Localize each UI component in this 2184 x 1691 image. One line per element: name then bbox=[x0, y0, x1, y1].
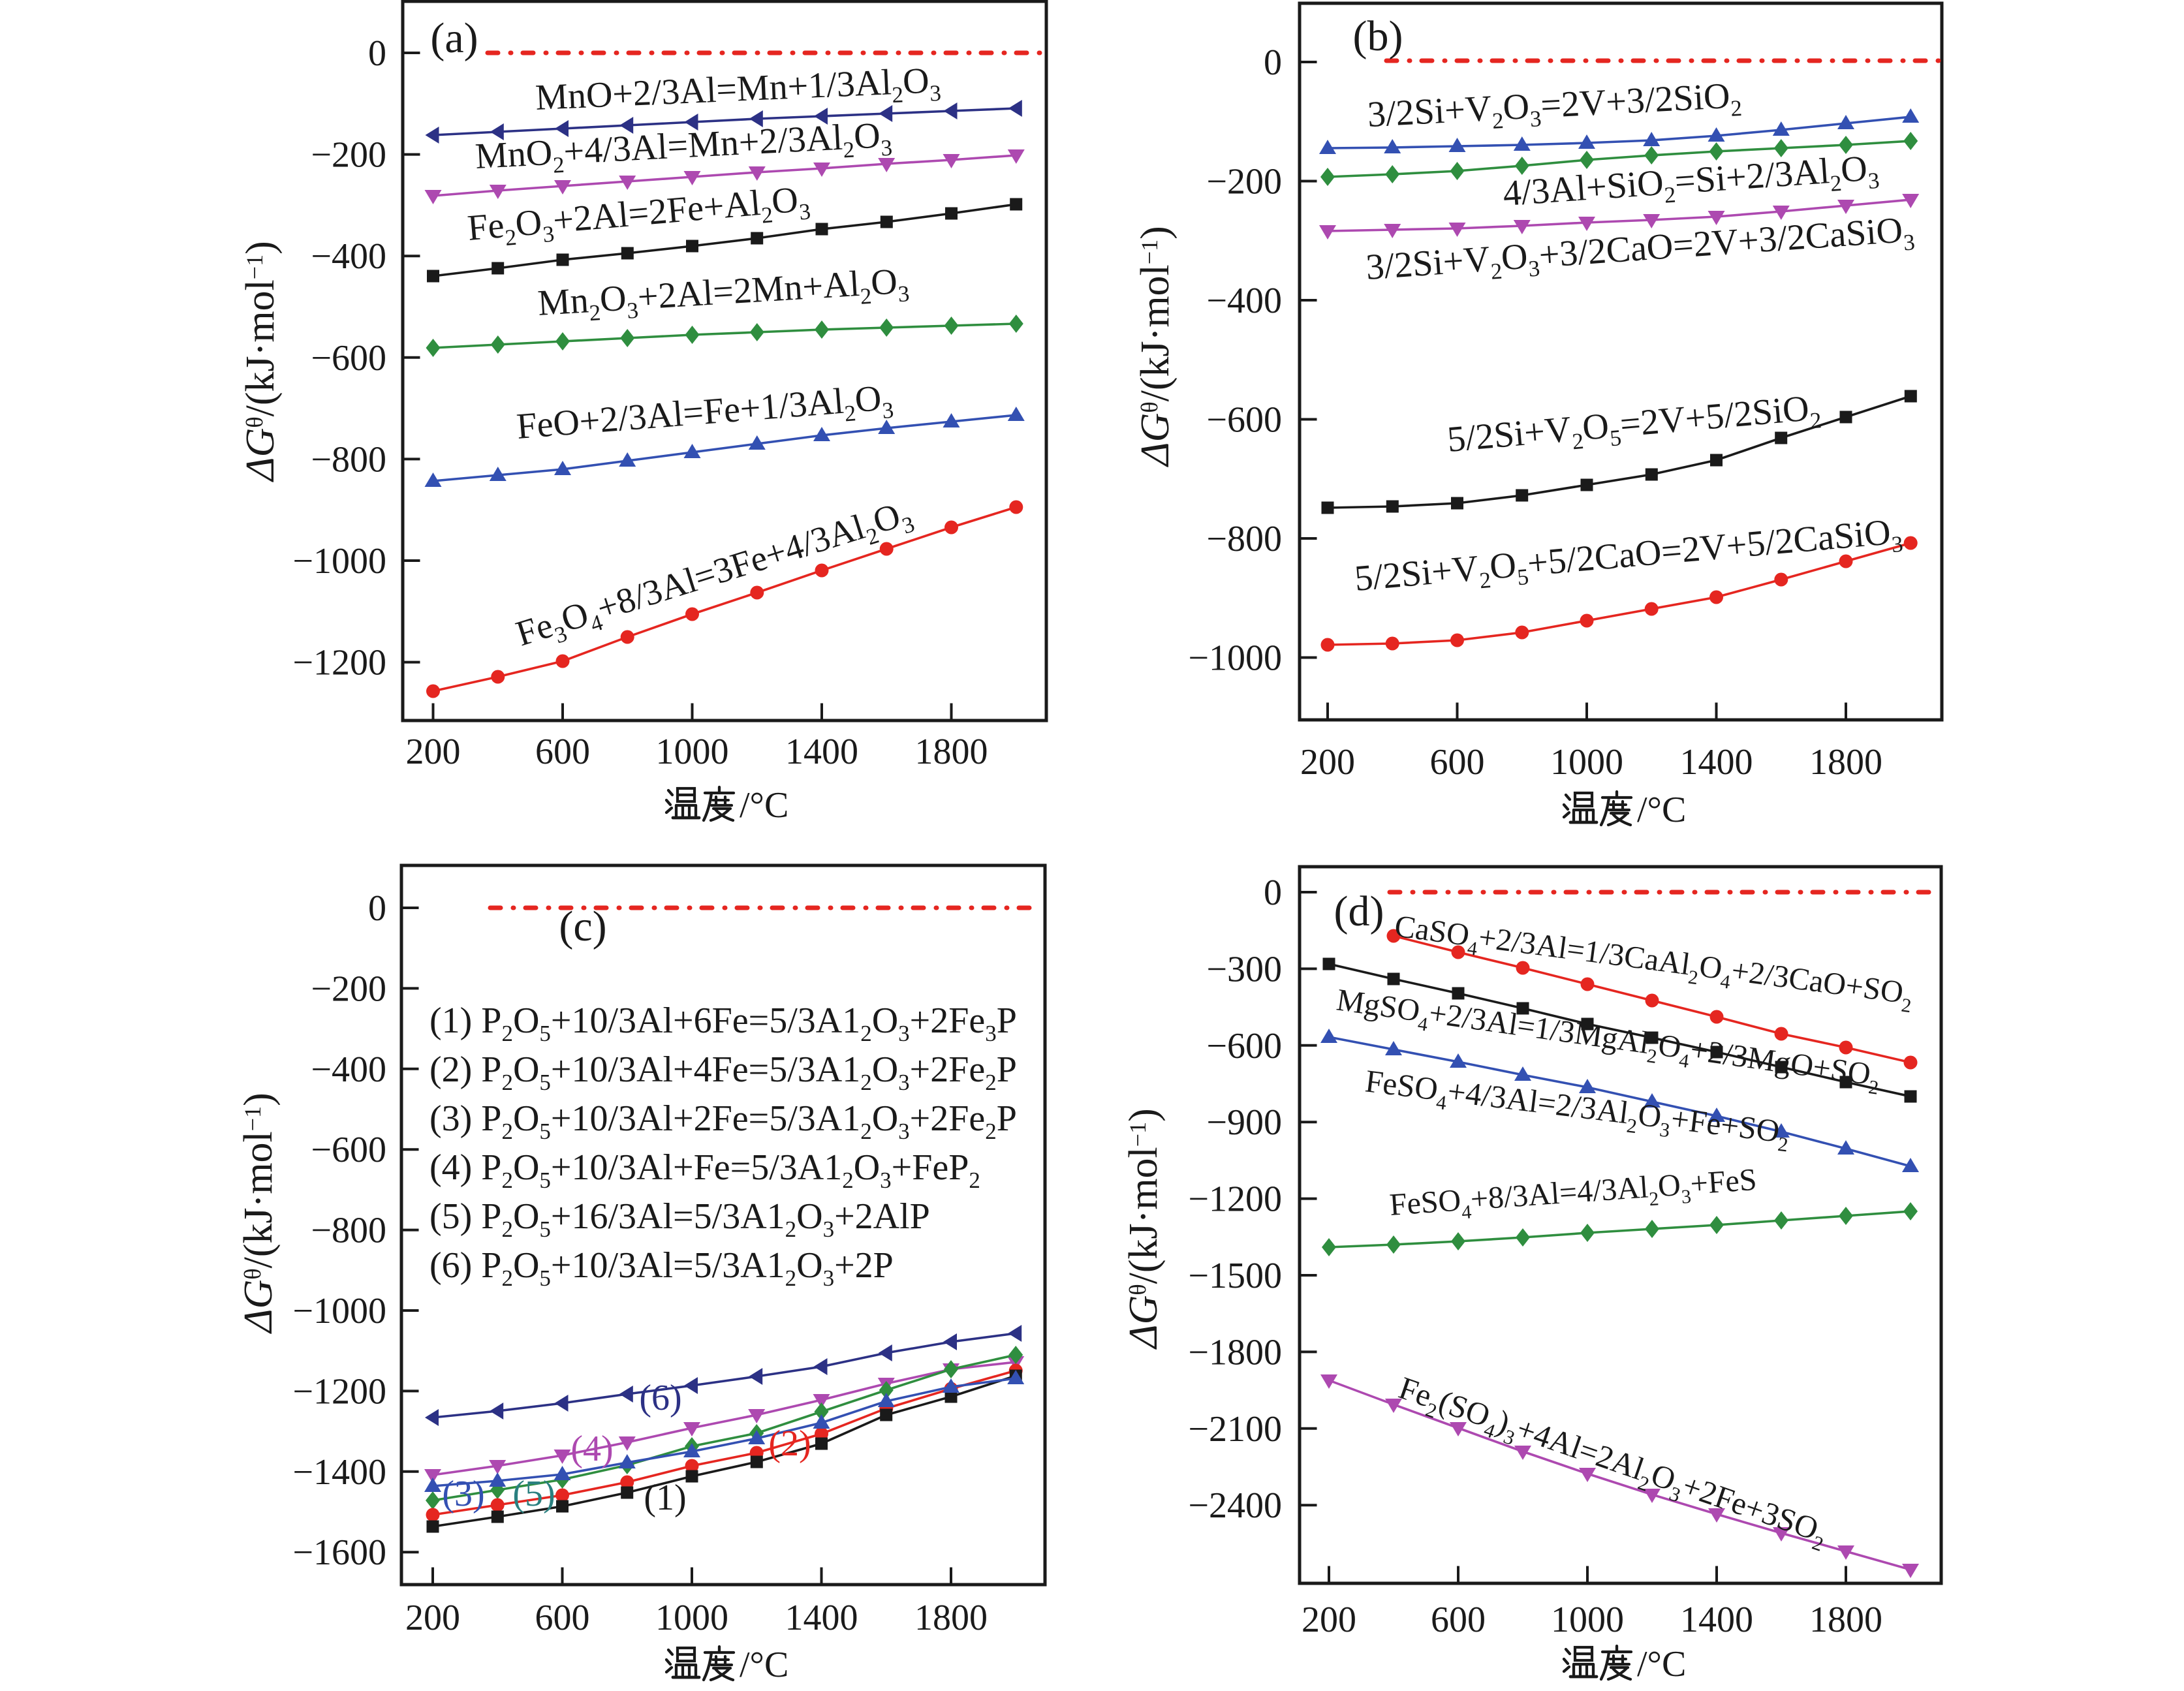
svg-text:−200: −200 bbox=[311, 969, 386, 1009]
svg-text:−2100: −2100 bbox=[1188, 1409, 1282, 1450]
svg-text:−800: −800 bbox=[311, 439, 386, 480]
svg-text:/°C: /°C bbox=[740, 785, 788, 826]
svg-text:−1400: −1400 bbox=[292, 1452, 386, 1493]
svg-text:−600: −600 bbox=[1206, 400, 1282, 441]
svg-text:600: 600 bbox=[535, 1598, 590, 1638]
svg-text:(6) P2​O5​+10/3Al=5/3A12​O3​+2: (6) P2​O5​+10/3Al=5/3A12​O3​+2P bbox=[429, 1245, 894, 1291]
svg-text:/°C: /°C bbox=[1637, 1644, 1686, 1684]
svg-text:(5): (5) bbox=[512, 1474, 555, 1514]
svg-text:(6): (6) bbox=[639, 1378, 681, 1418]
svg-text:−1800: −1800 bbox=[1188, 1332, 1282, 1373]
svg-text:−400: −400 bbox=[311, 236, 386, 277]
svg-text:(5) P2​O5​+16/3Al=5/3A12​O3​+2: (5) P2​O5​+16/3Al=5/3A12​O3​+2AlP bbox=[429, 1196, 930, 1242]
svg-text:−200: −200 bbox=[1206, 162, 1282, 202]
svg-text:1800: 1800 bbox=[1809, 1600, 1882, 1640]
svg-text:1400: 1400 bbox=[1680, 1600, 1753, 1640]
svg-text:(b): (b) bbox=[1353, 12, 1403, 60]
svg-text:1400: 1400 bbox=[785, 732, 858, 772]
svg-text:−800: −800 bbox=[1206, 519, 1282, 559]
svg-text:600: 600 bbox=[535, 732, 590, 772]
svg-text:(a): (a) bbox=[430, 14, 478, 62]
svg-text:−400: −400 bbox=[311, 1049, 386, 1090]
svg-text:−1000: −1000 bbox=[292, 541, 386, 582]
svg-text:(c): (c) bbox=[559, 903, 606, 950]
svg-text:0: 0 bbox=[1264, 873, 1282, 913]
svg-text:ΔGθ/(kJ·mol−1): ΔGθ/(kJ·mol−1) bbox=[236, 1093, 281, 1335]
svg-text:200: 200 bbox=[405, 1598, 460, 1638]
svg-text:600: 600 bbox=[1431, 1600, 1486, 1640]
svg-text:0: 0 bbox=[368, 33, 386, 74]
svg-text:−1200: −1200 bbox=[292, 1371, 386, 1412]
svg-text:−1200: −1200 bbox=[1188, 1179, 1282, 1220]
svg-text:(1): (1) bbox=[644, 1478, 686, 1518]
svg-text:0: 0 bbox=[368, 888, 386, 929]
svg-text:(3) P2​O5​+10/3Al+2Fe=5/3A12​O: (3) P2​O5​+10/3Al+2Fe=5/3A12​O3​+2Fe2​P bbox=[429, 1098, 1017, 1144]
svg-text:1400: 1400 bbox=[785, 1598, 858, 1638]
svg-text:−600: −600 bbox=[1206, 1026, 1282, 1066]
svg-text:(4) P2​O5​+10/3Al+Fe=5/3A12​O3: (4) P2​O5​+10/3Al+Fe=5/3A12​O3​+FeP2​ bbox=[429, 1147, 980, 1193]
svg-text:(2) P2​O5​+10/3Al+4Fe=5/3A12​O: (2) P2​O5​+10/3Al+4Fe=5/3A12​O3​+2Fe2​P bbox=[429, 1049, 1017, 1095]
svg-text:ΔGθ/(kJ·mol−1): ΔGθ/(kJ·mol−1) bbox=[238, 241, 283, 483]
svg-text:/°C: /°C bbox=[740, 1645, 788, 1685]
svg-text:ΔGθ/(kJ·mol−1): ΔGθ/(kJ·mol−1) bbox=[1121, 1108, 1166, 1350]
svg-text:−1600: −1600 bbox=[292, 1532, 386, 1573]
svg-text:−300: −300 bbox=[1206, 949, 1282, 989]
svg-text:1000: 1000 bbox=[655, 1598, 728, 1638]
svg-text:−600: −600 bbox=[311, 338, 386, 379]
svg-text:1000: 1000 bbox=[656, 732, 729, 772]
svg-text:1800: 1800 bbox=[914, 1598, 988, 1638]
svg-text:600: 600 bbox=[1430, 742, 1485, 783]
svg-text:−2400: −2400 bbox=[1188, 1485, 1282, 1526]
svg-text:−200: −200 bbox=[311, 135, 386, 176]
svg-text:1800: 1800 bbox=[1809, 742, 1882, 783]
svg-text:1000: 1000 bbox=[1551, 1600, 1624, 1640]
svg-text:−400: −400 bbox=[1206, 281, 1282, 321]
svg-text:−900: −900 bbox=[1206, 1102, 1282, 1143]
svg-text:−600: −600 bbox=[311, 1130, 386, 1170]
svg-text:−1200: −1200 bbox=[292, 643, 386, 683]
svg-text:(4): (4) bbox=[570, 1429, 613, 1469]
svg-text:−1000: −1000 bbox=[292, 1291, 386, 1331]
svg-text:1400: 1400 bbox=[1680, 742, 1753, 783]
svg-text:0: 0 bbox=[1264, 42, 1282, 83]
svg-text:−800: −800 bbox=[311, 1211, 386, 1251]
svg-text:200: 200 bbox=[1302, 1600, 1356, 1640]
svg-text:200: 200 bbox=[1300, 742, 1355, 783]
svg-text:1000: 1000 bbox=[1550, 742, 1623, 783]
svg-text:(1) P2​O5​+10/3Al+6Fe=5/3A12​O: (1) P2​O5​+10/3Al+6Fe=5/3A12​O3​+2Fe3​P bbox=[429, 1001, 1017, 1046]
svg-text:3/2Si+V2​O3​=2V+3/2SiO2​: 3/2Si+V2​O3​=2V+3/2SiO2​ bbox=[1366, 75, 1742, 140]
svg-text:(3): (3) bbox=[442, 1474, 484, 1514]
svg-text:−1500: −1500 bbox=[1188, 1256, 1282, 1296]
svg-text:(d): (d) bbox=[1334, 888, 1384, 935]
svg-text:ΔGθ/(kJ·mol−1): ΔGθ/(kJ·mol−1) bbox=[1133, 226, 1178, 468]
svg-text:1800: 1800 bbox=[915, 732, 988, 772]
svg-text:200: 200 bbox=[406, 732, 461, 772]
svg-text:/°C: /°C bbox=[1637, 790, 1686, 830]
svg-text:−1000: −1000 bbox=[1188, 638, 1282, 679]
svg-text:(2): (2) bbox=[768, 1423, 811, 1464]
